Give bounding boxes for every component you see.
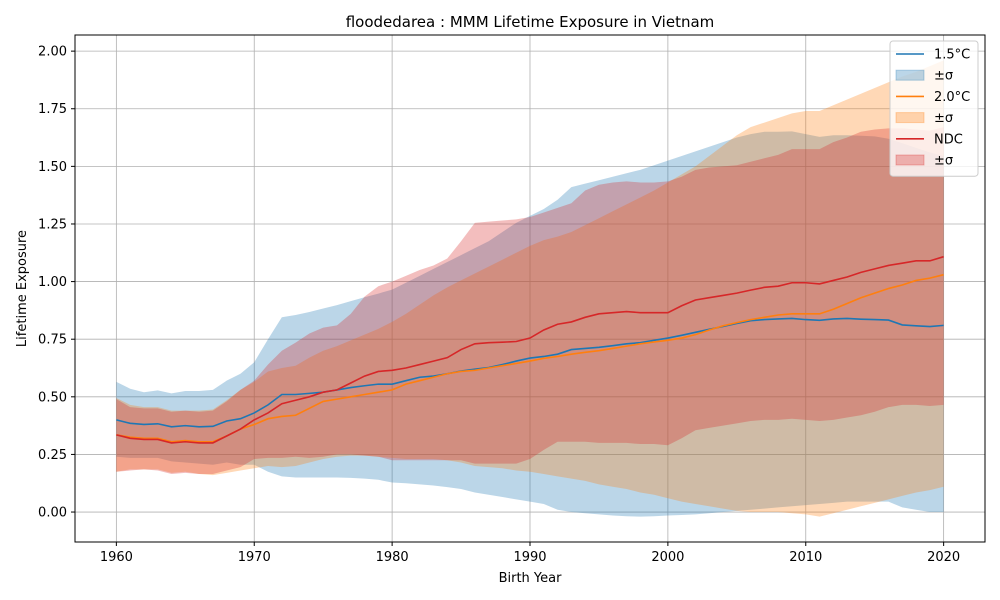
std-bands [116,60,944,517]
legend-band-label: ±σ [934,69,953,84]
x-tick-label: 2020 [927,550,960,565]
x-tick-label: 1980 [376,550,409,565]
grid [75,35,985,542]
legend-band-swatch [895,69,925,81]
band-2-0-c [116,60,944,517]
legend-band-label: ±σ [934,111,953,126]
band-1-5-c [116,131,944,517]
x-tick-label: 2000 [651,550,684,565]
x-axis-label: Birth Year [499,571,563,586]
legend-box [889,40,979,177]
legend-band-swatch [895,154,925,166]
line-1-5-c [116,317,944,428]
y-tick-label: 0.00 [38,506,67,521]
series-lines [116,255,944,444]
y-tick-label: 1.25 [38,217,67,232]
x-tick-label: 1990 [513,550,546,565]
x-tick-label: 1970 [238,550,271,565]
x-tick-label: 1960 [100,550,133,565]
legend-band-label: ±σ [934,154,953,169]
line-ndc [116,255,944,444]
legend-label: 1.5°C [934,48,970,63]
x-tick-label: 2010 [789,550,822,565]
y-tick-label: 1.00 [38,275,67,290]
y-tick-label: 1.50 [38,160,67,175]
y-tick-label: 0.75 [38,333,67,348]
legend-label: 2.0°C [934,90,970,105]
y-tick-label: 0.25 [38,448,67,463]
y-axis-label: Lifetime Exposure [15,230,30,347]
y-tick-label: 0.50 [38,390,67,405]
line-2-0-c [116,273,944,443]
legend-label: NDC [934,132,963,147]
y-tick-label: 1.75 [38,102,67,117]
legend-band-swatch [895,112,925,124]
y-tick-label: 2.00 [38,45,67,60]
band-ndc [116,127,944,475]
chart-title: floodedarea : MMM Lifetime Exposure in V… [346,13,715,31]
legend: 1.5°C ±σ 2.0°C ±σ NDC ±σ [889,40,979,177]
axis-ticks: 1960 1970 1980 1990 2000 2010 2020 0.00 0.25 0.50… [38,45,960,565]
